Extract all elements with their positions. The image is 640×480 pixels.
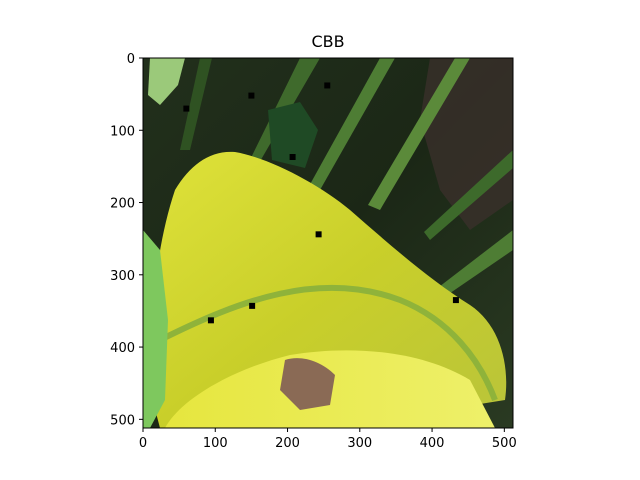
y-axis: 0 100 200 300 400 500 (110, 52, 143, 428)
x-tick-label: 0 (139, 436, 147, 451)
marker-point (208, 317, 214, 323)
marker-point (453, 297, 459, 303)
x-tick-label: 100 (203, 436, 228, 451)
y-tick-label: 500 (110, 413, 135, 428)
marker-point (248, 93, 254, 99)
y-tick-label: 0 (127, 52, 135, 67)
marker-point (324, 82, 330, 88)
y-tick-label: 100 (110, 124, 135, 139)
marker-point (290, 154, 296, 160)
cassava-leaf-photo (143, 58, 513, 428)
x-tick-label: 500 (492, 436, 517, 451)
y-tick-label: 400 (110, 341, 135, 356)
y-tick-label: 300 (110, 269, 135, 284)
x-axis: 0 100 200 300 400 500 (139, 428, 517, 451)
x-tick-label: 400 (420, 436, 445, 451)
marker-point (249, 303, 255, 309)
x-tick-label: 200 (275, 436, 300, 451)
y-tick-label: 200 (110, 197, 135, 212)
x-tick-label: 300 (347, 436, 372, 451)
marker-point (316, 231, 322, 237)
marker-point (183, 106, 189, 112)
